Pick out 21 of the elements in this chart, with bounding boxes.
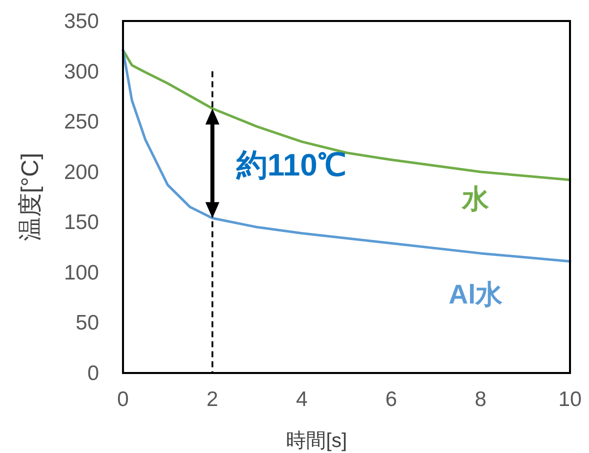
x-tick-label: 10 <box>558 388 582 411</box>
y-tick-label: 150 <box>64 211 99 234</box>
x-axis-title: 時間[s] <box>286 430 348 452</box>
y-tick-label: 350 <box>64 10 99 33</box>
x-tick-label: 2 <box>206 388 218 411</box>
y-tick-label: 200 <box>64 160 99 184</box>
series-label: Al水 <box>448 279 504 310</box>
y-axis-title: 温度[°C] <box>17 152 44 242</box>
series-label: 水 <box>461 184 490 214</box>
y-tick-label: 300 <box>64 60 99 84</box>
line-series <box>122 48 572 182</box>
x-tick-label: 0 <box>117 388 129 411</box>
y-tick-label: 250 <box>64 110 99 134</box>
y-tick-label: 100 <box>64 261 99 284</box>
x-tick-label: 6 <box>385 388 398 411</box>
line-series <box>122 48 572 263</box>
y-tick-label: 0 <box>87 362 99 385</box>
x-tick-label: 8 <box>474 388 486 411</box>
y-tick-label: 50 <box>76 312 99 335</box>
annotation: 約110℃ <box>235 147 346 182</box>
x-tick-label: 4 <box>296 388 308 411</box>
